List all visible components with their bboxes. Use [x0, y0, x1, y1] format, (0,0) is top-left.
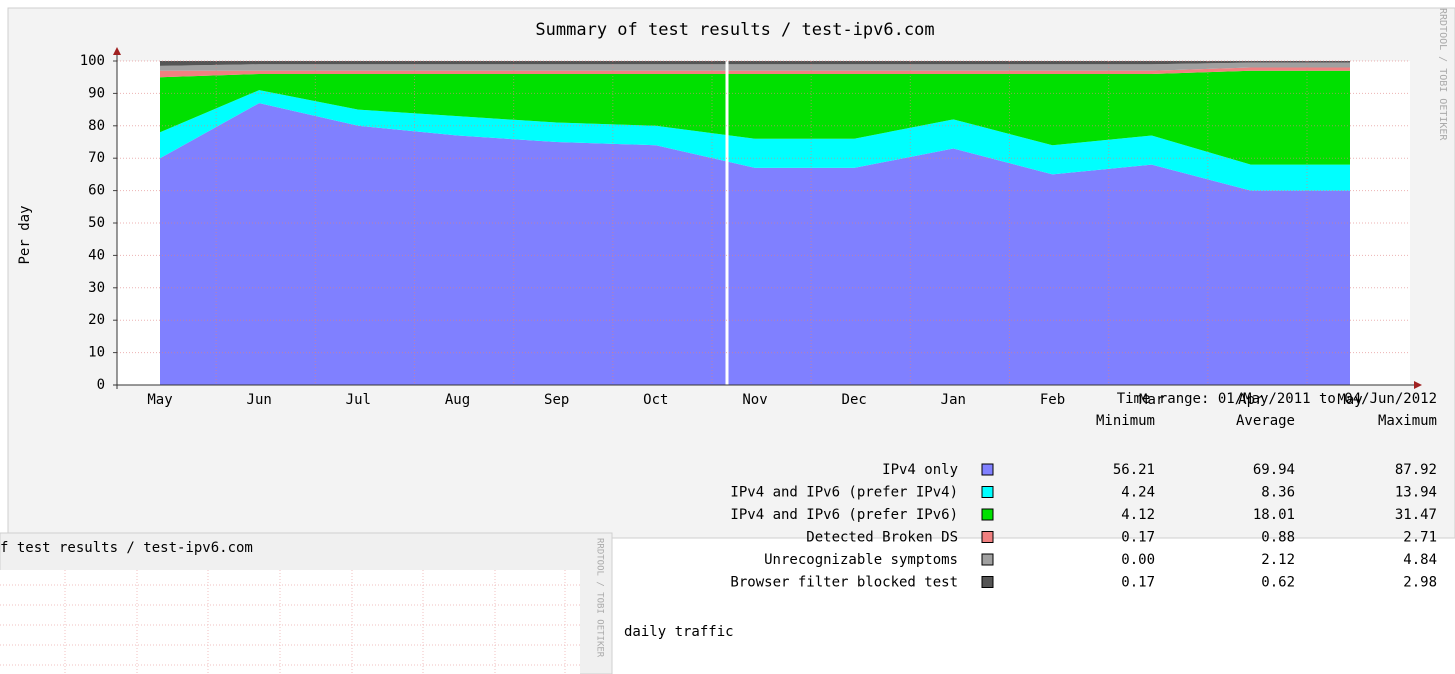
x-tick-label: Sep [544, 392, 569, 408]
legend-stat: 0.62 [1261, 575, 1295, 591]
area [160, 90, 1350, 191]
y-arrow [113, 47, 121, 55]
y-tick-label: 100 [80, 53, 105, 69]
legend-stat: 0.17 [1121, 530, 1155, 546]
legend-stat: 4.12 [1121, 507, 1155, 523]
y-tick-label: 80 [88, 118, 105, 134]
legend-swatch [981, 508, 994, 521]
legend-stat: 0.88 [1261, 530, 1295, 546]
y-tick-label: 10 [88, 345, 105, 361]
legend-stat: 2.71 [1403, 530, 1437, 546]
legend-label: IPv4 only [882, 462, 958, 478]
legend-stat: 13.94 [1395, 485, 1437, 501]
legend-label: Detected Broken DS [806, 530, 958, 546]
x-tick-label: Jan [941, 392, 966, 408]
legend-label: IPv4 and IPv6 (prefer IPv4) [730, 485, 958, 501]
legend-stat: 0.00 [1121, 552, 1155, 568]
legend-swatch [981, 486, 994, 498]
x-tick-label: Aug [445, 392, 470, 408]
legend-stat: 2.12 [1261, 552, 1295, 568]
legend-stat: 0.17 [1121, 575, 1155, 591]
y-tick-label: 30 [88, 280, 105, 296]
x-tick-label: Nov [742, 392, 767, 408]
x-tick-label: Dec [842, 392, 867, 408]
legend-stat: 87.92 [1395, 462, 1437, 478]
x-tick-label: Jun [247, 392, 272, 408]
stat-header: Maximum [1378, 413, 1437, 429]
x-tick-label: Jul [346, 392, 371, 408]
legend-stat: 8.36 [1261, 485, 1295, 501]
area [160, 67, 1350, 78]
time-range: Time range: 01/May/2011 to 04/Jun/2012 [1117, 391, 1437, 407]
legend-stat: 4.84 [1403, 552, 1437, 568]
x-tick-label: Oct [643, 392, 668, 408]
legend-stat: 18.01 [1253, 507, 1295, 523]
watermark: RRDTOOL / TOBI OETIKER [1437, 8, 1448, 141]
caption: daily traffic [624, 624, 734, 640]
secondary-grid [0, 570, 580, 674]
y-tick-label: 50 [88, 215, 105, 231]
area [160, 103, 1350, 386]
x-tick-label: Mar [1139, 392, 1164, 408]
legend-swatch [981, 463, 994, 476]
y-tick-label: 90 [88, 85, 105, 101]
chart-title: Summary of test results / test-ipv6.com [535, 20, 934, 40]
legend-label: IPv4 and IPv6 (prefer IPv6) [730, 507, 958, 523]
y-tick-label: 0 [97, 377, 105, 393]
x-tick-label: Feb [1040, 392, 1065, 408]
area [160, 61, 1350, 66]
legend-stat: 69.94 [1253, 462, 1295, 478]
legend-swatch [981, 531, 994, 543]
y-axis-label: Per day [17, 205, 33, 264]
stat-header: Minimum [1096, 413, 1155, 429]
y-tick-label: 40 [88, 247, 105, 263]
x-tick-label: Apr [1238, 392, 1263, 408]
area [160, 70, 1350, 165]
secondary-watermark: RRDTOOL / TOBI OETIKER [595, 538, 605, 658]
legend-stat: 2.98 [1403, 575, 1437, 591]
legend-stat: 31.47 [1395, 507, 1437, 523]
legend-stat: 4.24 [1121, 485, 1155, 501]
area [160, 62, 1350, 71]
legend-swatch [981, 553, 994, 566]
x-tick-label: May [147, 392, 172, 408]
secondary-plot [0, 570, 580, 674]
secondary-title: f test results / test-ipv6.com [0, 540, 253, 556]
legend-label: Unrecognizable symptoms [764, 552, 958, 568]
stat-header: Average [1236, 413, 1295, 429]
legend-swatch [981, 576, 994, 588]
y-tick-label: 60 [88, 183, 105, 199]
x-arrow [1414, 381, 1422, 389]
x-tick-label: May [1337, 392, 1362, 408]
y-tick-label: 70 [88, 150, 105, 166]
y-tick-label: 20 [88, 312, 105, 328]
legend-label: Browser filter blocked test [730, 575, 958, 591]
legend-stat: 56.21 [1113, 462, 1155, 478]
